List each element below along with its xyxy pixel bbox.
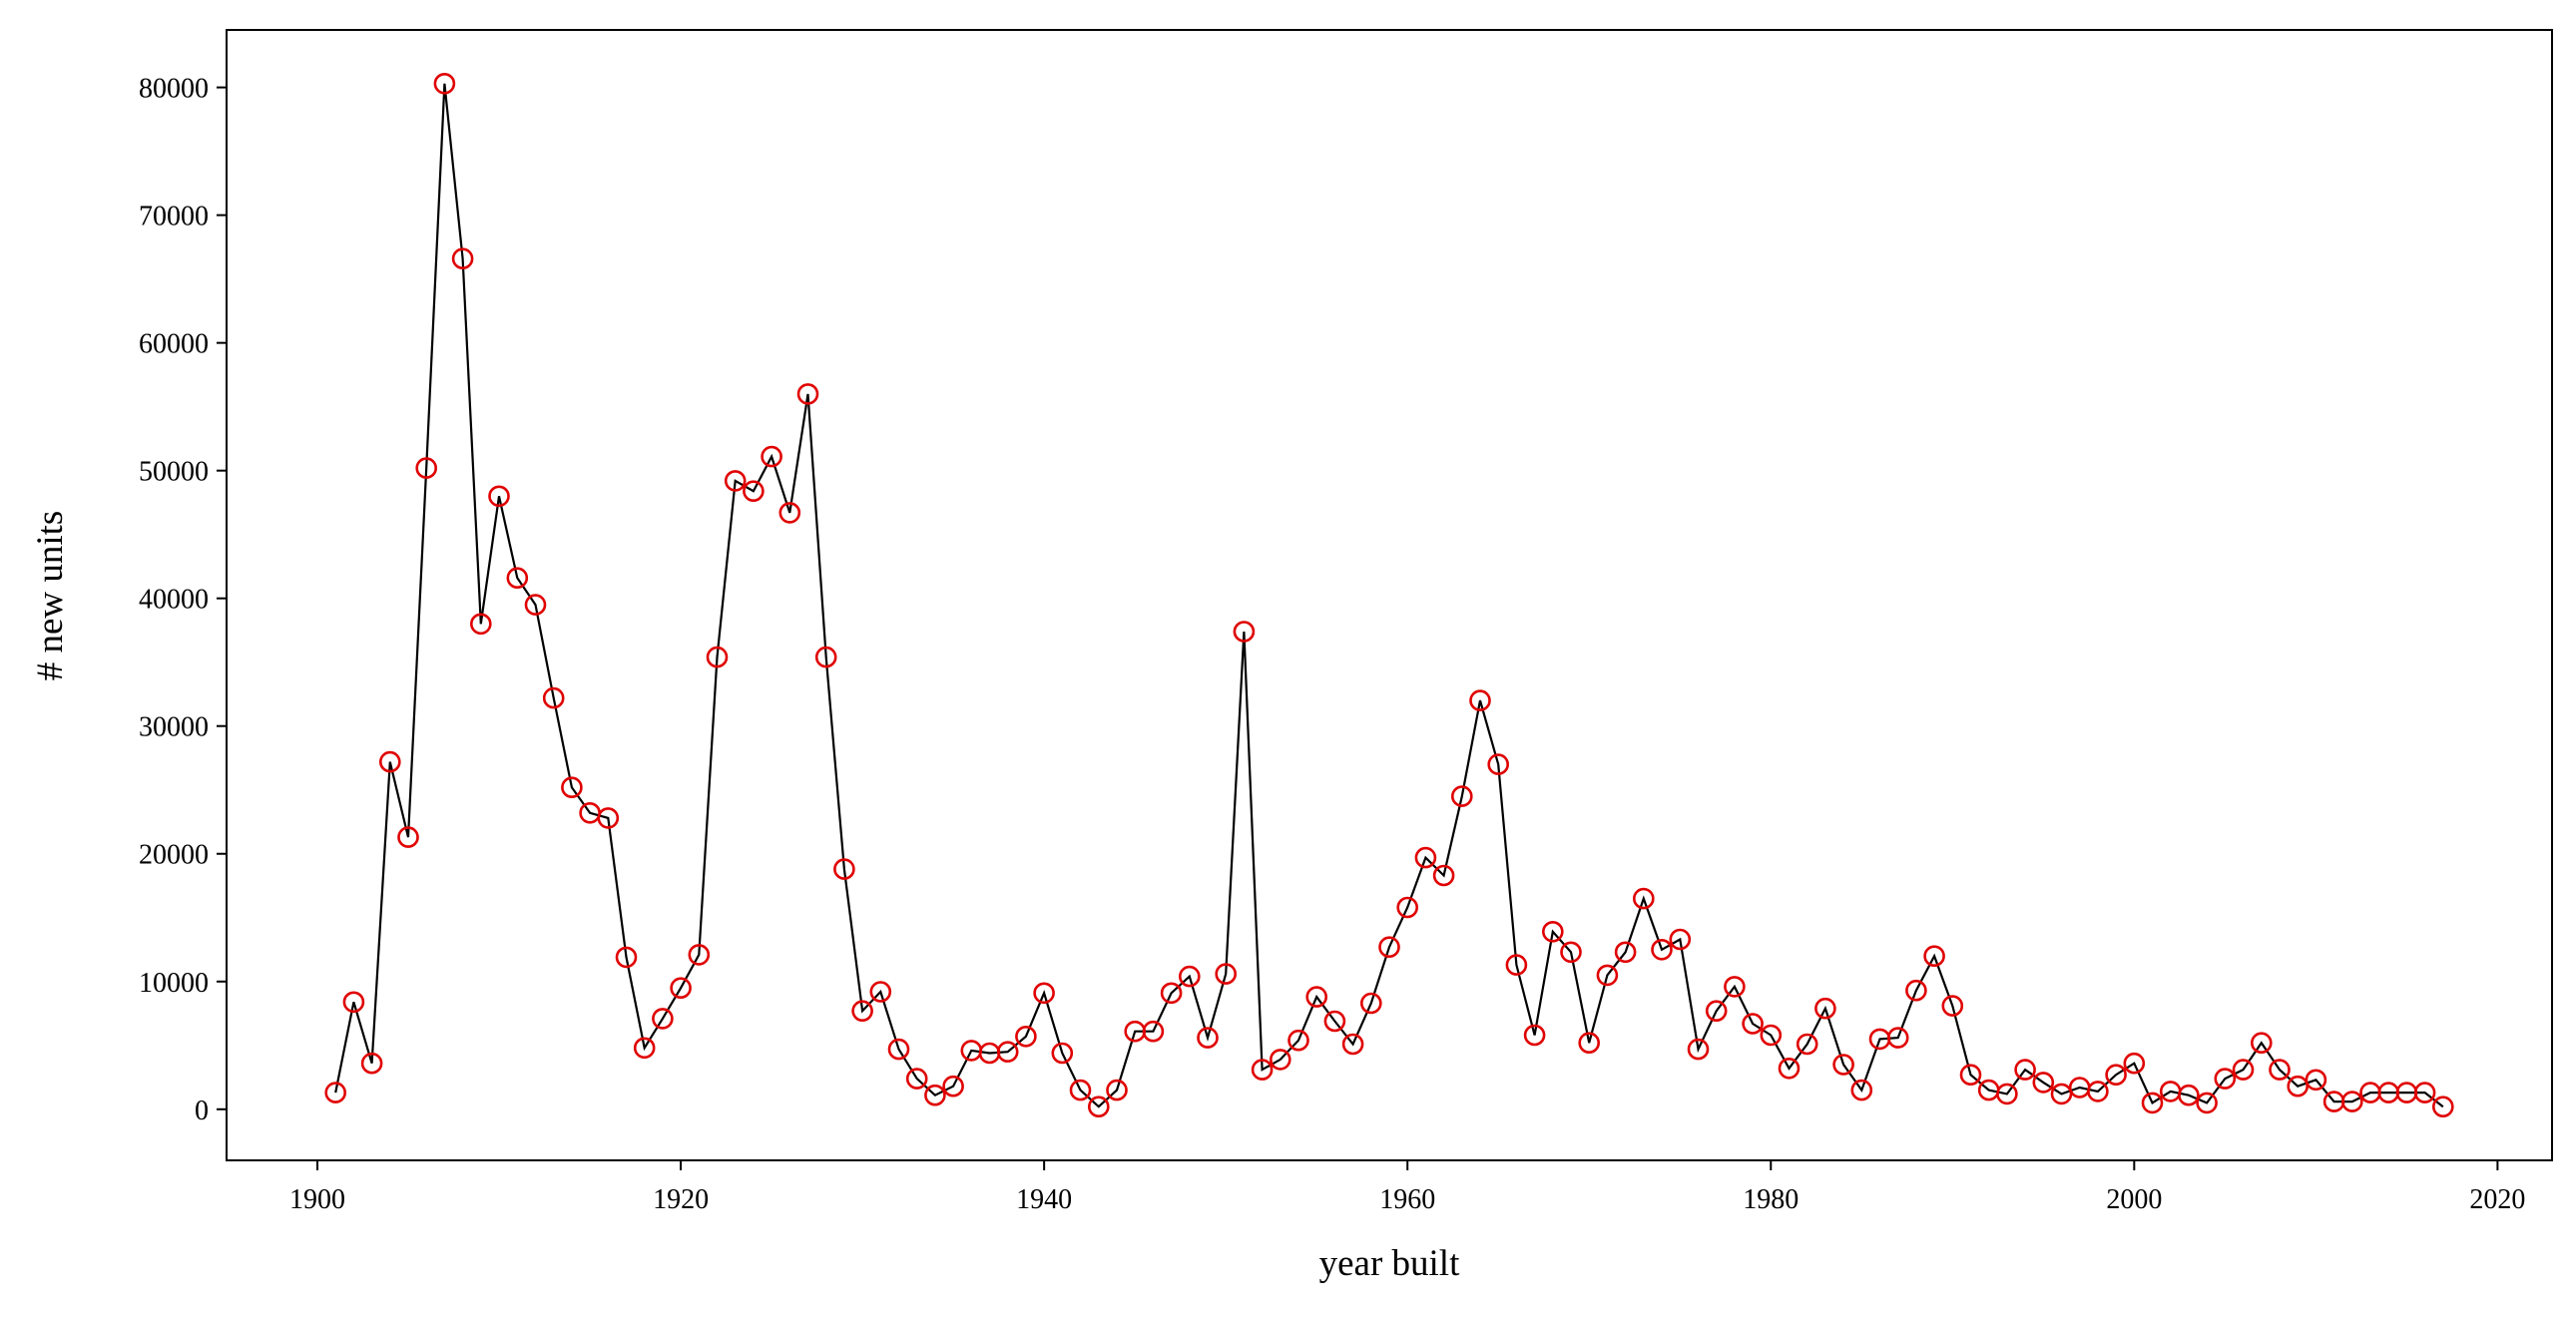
y-tick-label: 40000	[139, 585, 209, 616]
x-tick-label: 1980	[1743, 1184, 1799, 1215]
plot-frame	[227, 30, 2552, 1160]
x-axis-label: year built	[1319, 1243, 1460, 1284]
y-tick-label: 70000	[139, 202, 209, 232]
x-axis: 1900 1920 1940 1960 1980 2000 2020	[289, 1160, 2525, 1215]
y-tick-label: 10000	[139, 968, 209, 999]
y-axis-label: # new units	[30, 511, 71, 681]
y-tick-label: 30000	[139, 712, 209, 743]
y-tick-label: 80000	[139, 74, 209, 105]
series-line	[335, 84, 2443, 1106]
y-tick-label: 50000	[139, 457, 209, 488]
x-tick-label: 1920	[653, 1184, 709, 1215]
x-tick-label: 2000	[2106, 1184, 2162, 1215]
y-tick-label: 60000	[139, 329, 209, 360]
x-tick-label: 2020	[2469, 1184, 2525, 1215]
data-points	[326, 74, 2453, 1115]
y-tick-label: 0	[195, 1096, 209, 1126]
x-tick-label: 1900	[289, 1184, 345, 1215]
y-axis: 0 10000 20000 30000 40000 50000 60000 70000 8000…	[139, 74, 227, 1126]
y-tick-label: 20000	[139, 840, 209, 871]
x-tick-label: 1940	[1016, 1184, 1072, 1215]
x-tick-label: 1960	[1379, 1184, 1435, 1215]
